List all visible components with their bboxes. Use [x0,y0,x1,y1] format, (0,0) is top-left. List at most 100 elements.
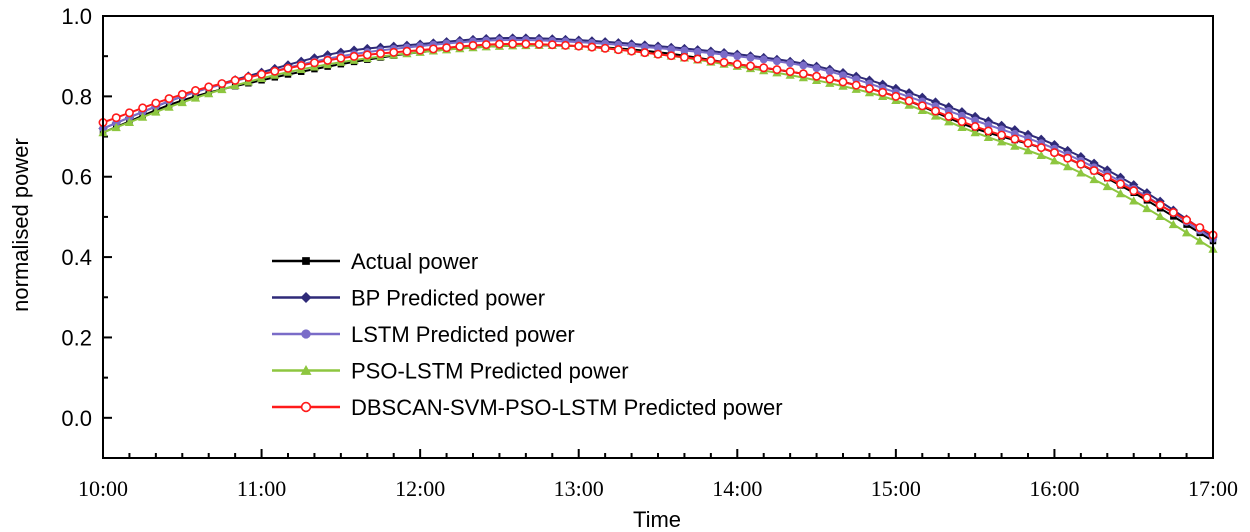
data-point [693,47,702,56]
data-point [534,39,544,49]
data-point [336,53,346,63]
x-tick-label: 15:00 [871,476,921,501]
data-point [693,54,703,64]
y-tick-label: 0.2 [61,325,92,350]
data-point [931,106,940,116]
data-point [190,93,201,102]
data-point [1063,161,1073,171]
legend-label: Actual power [351,249,478,274]
data-point [300,365,312,375]
data-point [839,71,847,80]
series-layer [98,33,1218,253]
data-point [468,40,478,50]
legend-label: PSO-LSTM Predicted power [351,359,629,384]
data-point [904,96,914,106]
data-point [1142,203,1152,213]
data-point [838,77,848,87]
data-point [759,55,768,64]
legend-label: DBSCAN-SVM-PSO-LSTM Predicted power [351,395,783,420]
data-point [508,39,518,49]
data-point [302,257,310,265]
data-point [627,46,637,56]
data-point [257,69,267,79]
data-point [389,47,399,57]
data-point [944,111,954,121]
y-tick-label: 0.4 [61,245,92,270]
data-point [997,130,1007,140]
data-point [746,61,755,71]
data-point [1023,145,1033,155]
legend-label: BP Predicted power [351,286,545,311]
data-point [296,60,306,70]
data-point [349,51,359,61]
series-line [102,44,1214,242]
data-point [732,59,742,69]
data-point [587,42,597,52]
data-point [151,98,161,108]
data-point [217,84,227,94]
data-point [1063,153,1073,163]
x-tick-label: 13:00 [554,476,604,501]
series-3 [99,36,1217,243]
data-point [138,103,148,113]
data-point [983,132,993,141]
data-point [930,97,941,107]
data-point [957,117,967,127]
data-point [362,50,372,60]
data-point [300,292,312,303]
data-point [217,79,227,89]
data-point [1049,156,1060,165]
data-point [1168,208,1178,217]
data-point [1049,148,1059,158]
data-point [124,108,134,118]
data-point [494,39,504,49]
data-point [970,122,980,131]
data-point [1155,200,1165,210]
data-point [204,89,214,98]
data-point [1181,228,1192,237]
data-point [1023,138,1033,148]
data-point [415,45,425,55]
data-point [402,46,412,56]
data-point [1115,172,1126,182]
data-point [1076,159,1086,169]
data-point [983,126,993,136]
data-point [230,80,240,90]
data-point [1195,236,1205,245]
data-point [547,40,557,50]
data-point [971,116,980,125]
legend-item: LSTM Predicted power [272,322,575,347]
y-tick-label: 0.8 [61,84,92,109]
data-point [376,49,385,59]
data-point [1182,215,1192,225]
data-point [428,44,438,54]
data-point [336,47,346,57]
data-point [878,87,888,97]
data-point [970,111,980,122]
data-point [666,51,676,61]
data-point [111,113,121,123]
data-point [746,53,755,62]
data-point [772,65,782,75]
y-tick-label: 0.6 [61,165,92,190]
data-point [270,66,280,76]
x-tick-label: 16:00 [1029,476,1079,501]
data-point [904,88,914,98]
data-point [243,72,253,82]
data-point [798,69,808,79]
legend-item: PSO-LSTM Predicted power [272,359,629,384]
x-tick-label: 10:00 [78,476,128,501]
data-point [679,52,689,62]
data-point [719,57,729,67]
data-point [1168,219,1178,229]
data-point [706,49,715,58]
data-point [1063,145,1073,156]
data-point [640,48,650,58]
data-point [1195,223,1205,233]
series-5 [98,39,1218,240]
data-point [1010,134,1020,144]
data-point [323,55,333,65]
data-point [138,112,148,121]
data-point [759,63,769,73]
data-point [600,43,610,53]
